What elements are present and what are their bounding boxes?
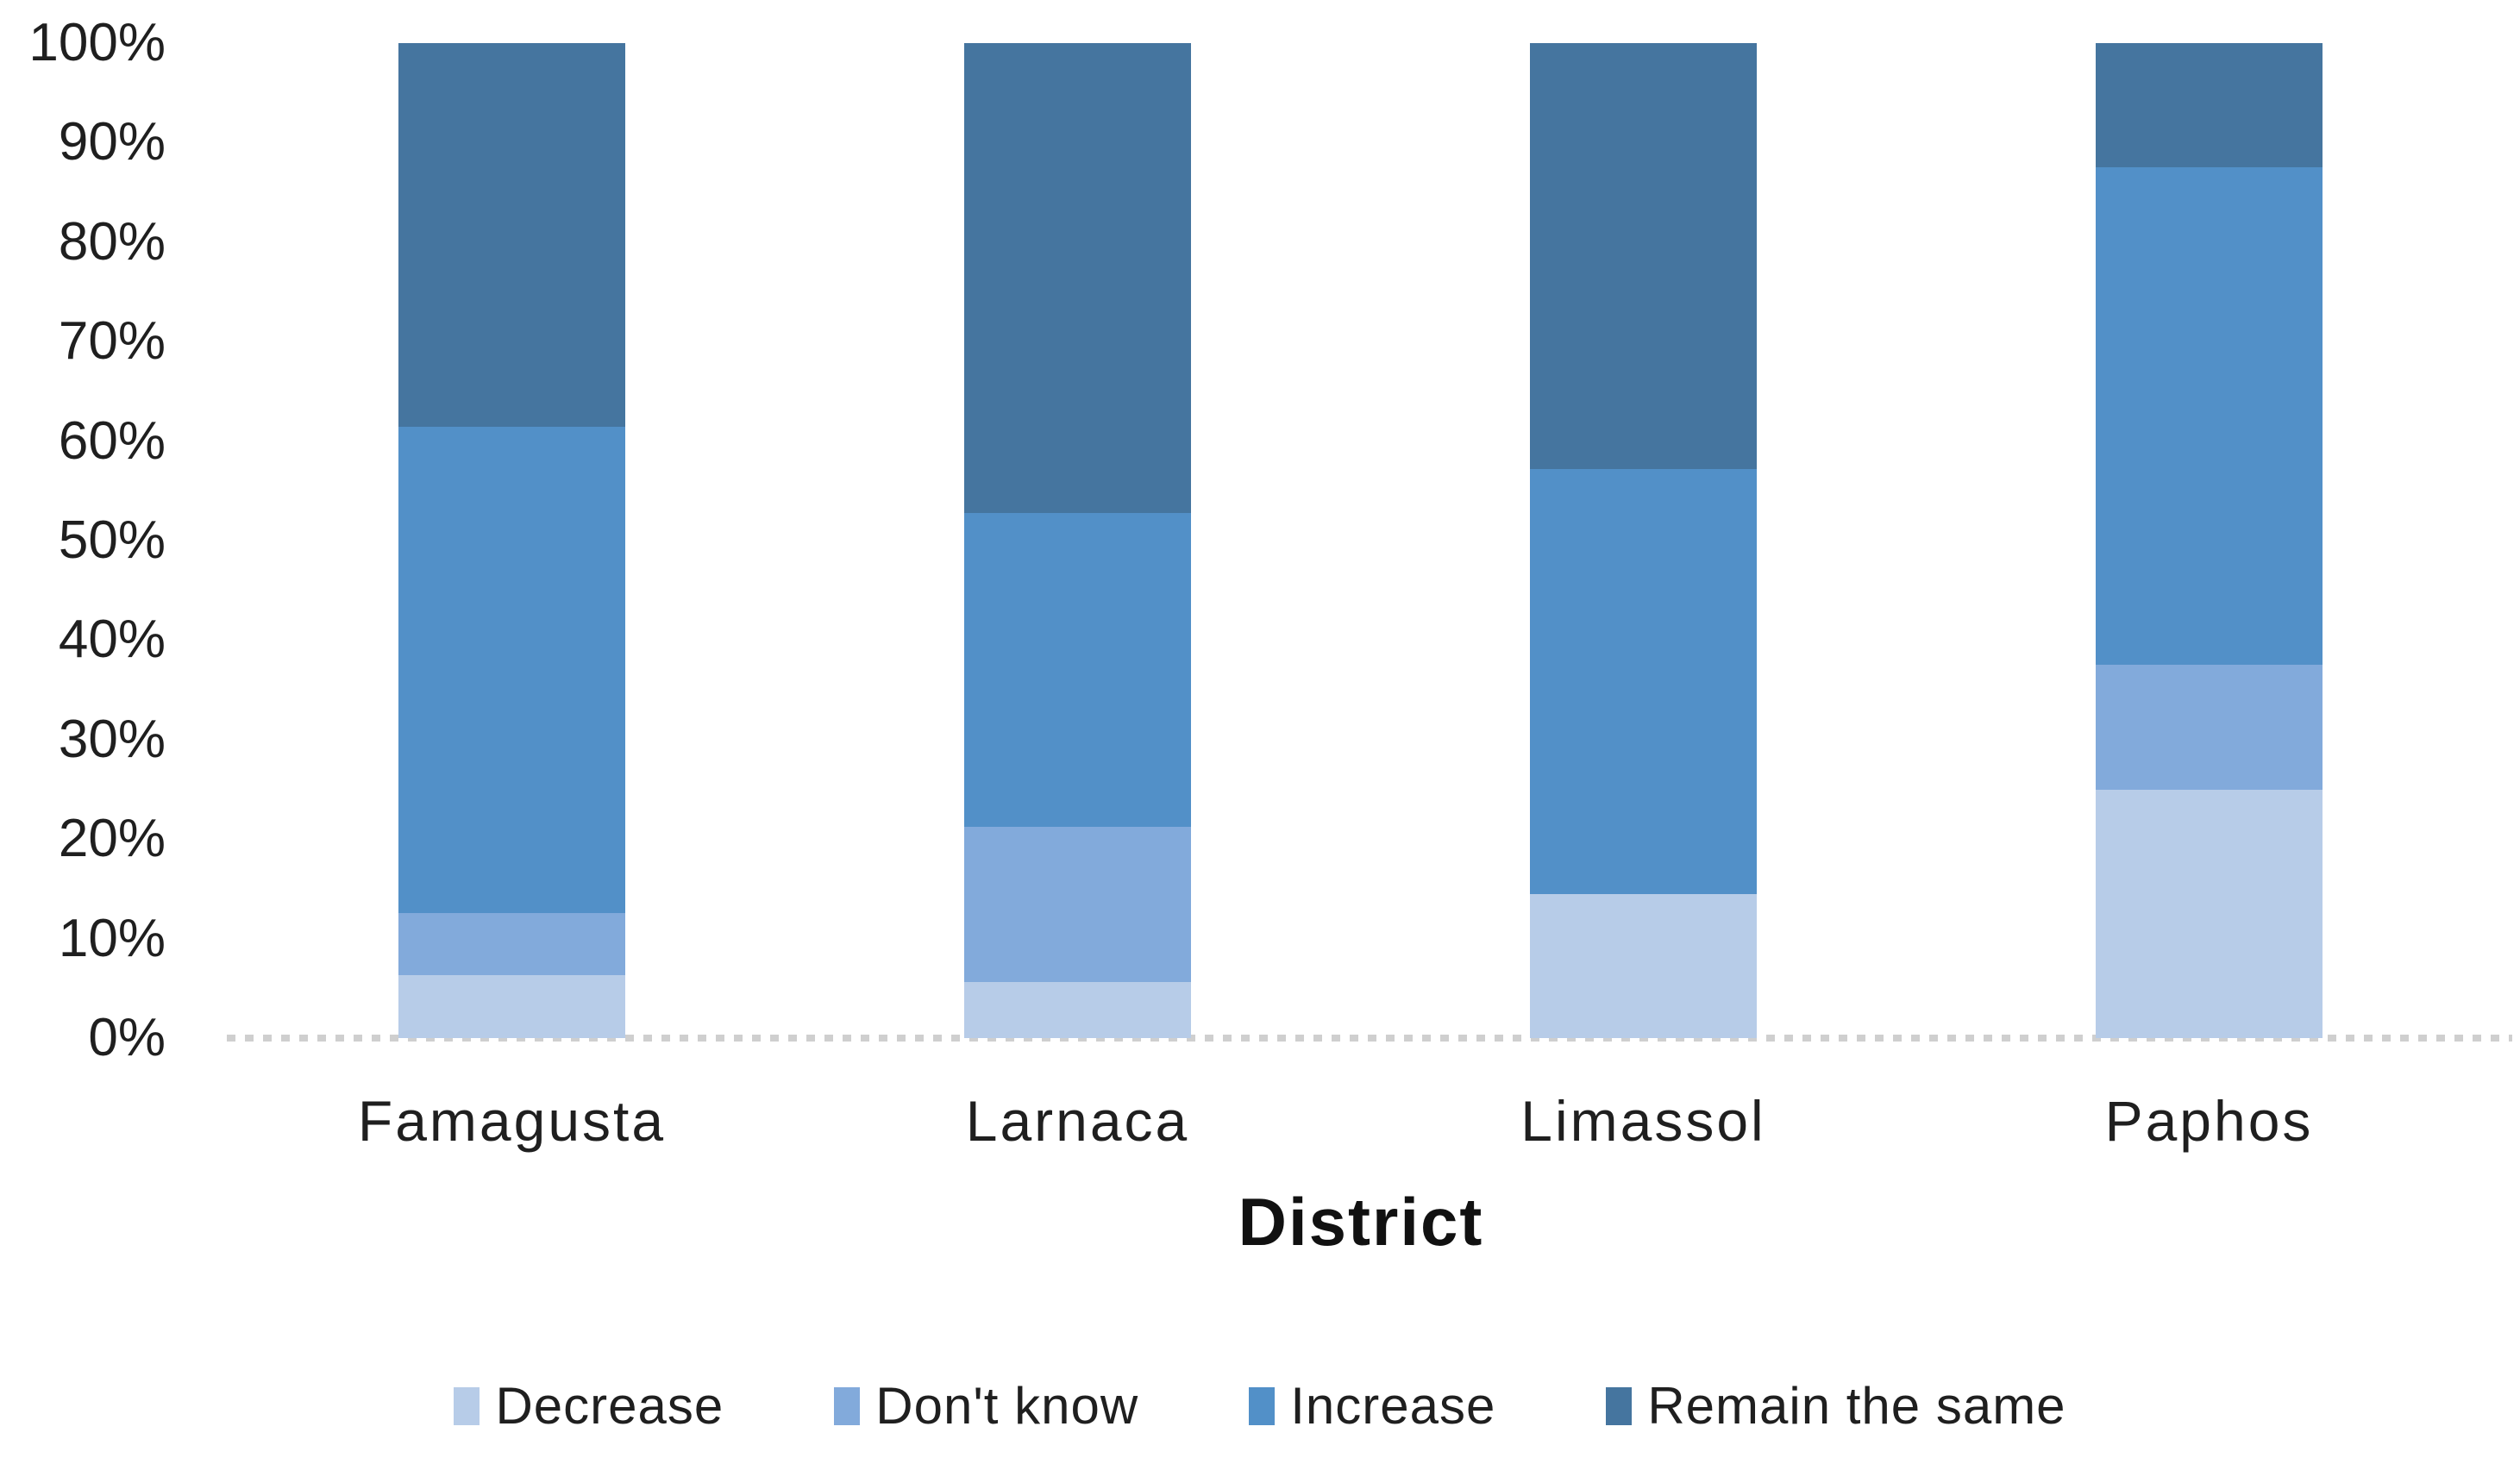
category-label-famagusta: Famagusta xyxy=(357,1089,667,1153)
y-tick-label: 50% xyxy=(58,510,166,570)
bar-segment-don-t-know-paphos xyxy=(2096,665,2323,790)
bar-segment-decrease-famagusta xyxy=(398,975,625,1038)
bar-segment-don-t-know-larnaca xyxy=(964,827,1191,983)
x-axis-line xyxy=(227,1035,2512,1042)
y-tick-label: 10% xyxy=(58,908,166,968)
y-tick-label: 0% xyxy=(88,1008,166,1067)
legend-label: Decrease xyxy=(495,1377,724,1435)
legend-label: Don't know xyxy=(875,1377,1139,1435)
category-label-paphos: Paphos xyxy=(2104,1089,2314,1153)
bar-segment-increase-larnaca xyxy=(964,512,1191,828)
bar-segment-decrease-paphos xyxy=(2096,789,2323,1038)
bar-segment-decrease-larnaca xyxy=(964,982,1191,1038)
bar-segment-remain-the-same-larnaca xyxy=(964,43,1191,513)
y-tick-label: 30% xyxy=(58,709,166,769)
y-tick-label: 100% xyxy=(28,13,166,72)
legend-item-decrease: Decrease xyxy=(454,1376,724,1436)
bar-segment-increase-limassol xyxy=(1530,468,1757,894)
legend-item-remain-the-same: Remain the same xyxy=(1606,1376,2066,1436)
legend-label: Remain the same xyxy=(1647,1377,2066,1435)
legend-swatch xyxy=(1249,1386,1276,1425)
y-tick-label: 40% xyxy=(58,610,166,670)
y-tick-label: 80% xyxy=(58,211,166,272)
legend-swatch xyxy=(834,1386,861,1425)
category-label-limassol: Limassol xyxy=(1520,1089,1766,1153)
category-label-larnaca: Larnaca xyxy=(965,1089,1190,1153)
y-tick-label: 70% xyxy=(58,311,166,372)
bar-segment-remain-the-same-paphos xyxy=(2096,43,2323,168)
bar-segment-don-t-know-famagusta xyxy=(398,912,625,976)
legend: Decrease Don't know Increase Remain the sam… xyxy=(0,1376,2520,1436)
legend-label: Increase xyxy=(1290,1377,1496,1435)
y-tick-label: 20% xyxy=(58,809,166,869)
bar-segment-increase-paphos xyxy=(2096,167,2323,666)
y-tick-label: 90% xyxy=(58,112,166,172)
legend-swatch xyxy=(1606,1386,1633,1425)
bar-segment-remain-the-same-famagusta xyxy=(398,43,625,428)
bar-segment-increase-famagusta xyxy=(398,427,625,913)
legend-item-increase: Increase xyxy=(1249,1376,1495,1436)
x-axis-title: District xyxy=(1238,1184,1484,1260)
bar-segment-decrease-limassol xyxy=(1530,893,1757,1038)
y-tick-label: 60% xyxy=(58,410,166,471)
legend-swatch xyxy=(454,1386,480,1425)
legend-item-don-t-know: Don't know xyxy=(834,1376,1138,1436)
bar-segment-remain-the-same-limassol xyxy=(1530,43,1757,469)
